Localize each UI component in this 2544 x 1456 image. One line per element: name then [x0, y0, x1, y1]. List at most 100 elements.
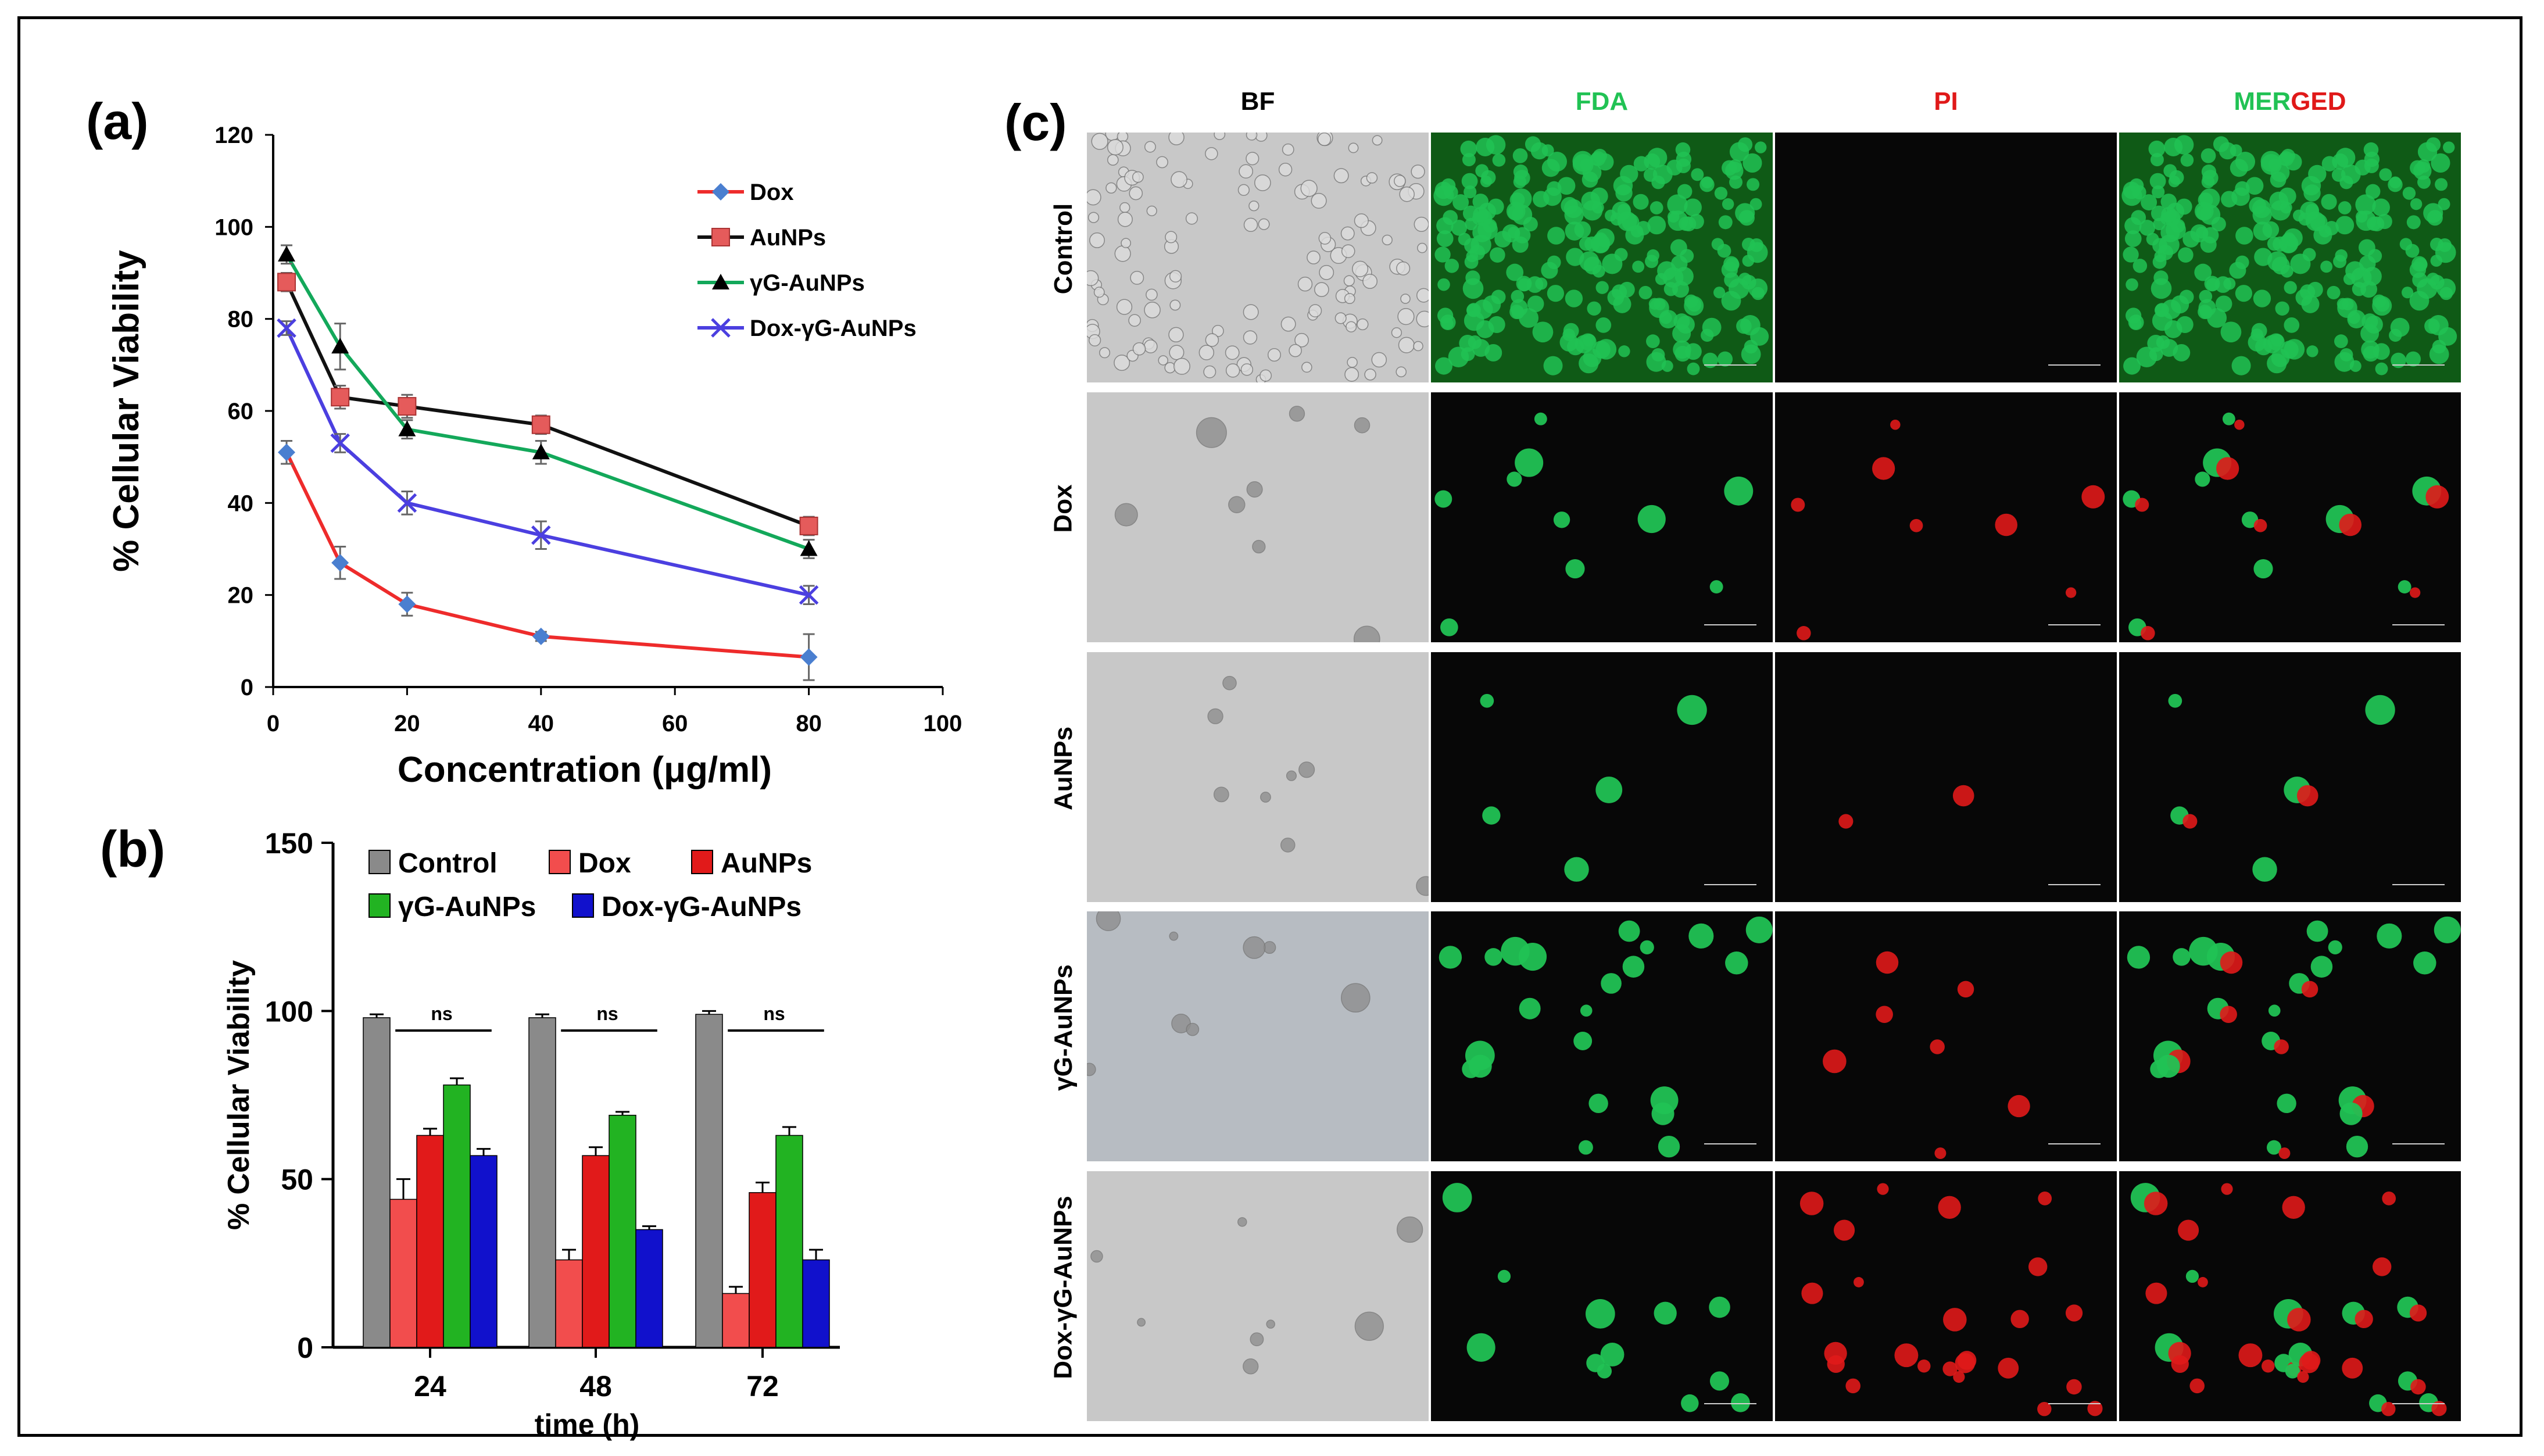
- green-cell: [2222, 412, 2235, 425]
- green-cell: [2290, 253, 2311, 274]
- red-cell: [2221, 1183, 2233, 1195]
- legend-label: Dox: [750, 180, 794, 205]
- red-cell: [1827, 1355, 1845, 1373]
- bf-cell: [1416, 876, 1429, 896]
- green-cell: [1655, 273, 1668, 285]
- bf-cell: [1416, 288, 1429, 303]
- red-cell: [1823, 1049, 1847, 1074]
- green-cell: [2388, 177, 2403, 192]
- bf-cell: [1143, 339, 1158, 353]
- bf-cell: [1243, 217, 1258, 232]
- micrograph-merged-dox-g-aunps: [2119, 1171, 2461, 1421]
- red-cell: [2381, 1401, 2396, 1416]
- bf-cell: [1391, 327, 1402, 338]
- green-cell: [1650, 201, 1663, 214]
- x-tick-label: 60: [662, 711, 688, 736]
- legend-label: Control: [398, 848, 498, 879]
- bar: [775, 1135, 803, 1348]
- green-cell: [1735, 203, 1755, 223]
- bf-cell: [1267, 348, 1282, 362]
- bf-cell: [1354, 1311, 1384, 1341]
- bar: [609, 1114, 636, 1348]
- green-cell: [2355, 194, 2376, 215]
- red-cell: [2238, 1343, 2263, 1368]
- green-cell: [2268, 1004, 2281, 1017]
- bf-cell: [1333, 168, 1349, 184]
- green-cell: [1729, 142, 1749, 162]
- green-cell: [2390, 317, 2410, 337]
- green-cell: [2179, 289, 2194, 305]
- green-cell: [1713, 287, 1726, 299]
- red-cell: [2409, 587, 2421, 598]
- green-cell: [1711, 238, 1724, 251]
- fluor-background: [1775, 133, 2117, 382]
- bf-cell: [1090, 1250, 1103, 1263]
- green-cell: [1482, 806, 1501, 825]
- bf-cell: [1347, 357, 1358, 368]
- red-cell: [2008, 1094, 2030, 1118]
- bf-cell: [1366, 172, 1378, 184]
- green-cell: [1497, 1269, 1511, 1283]
- column-header-fda: FDA: [1575, 87, 1629, 116]
- fluor-background: [2119, 911, 2461, 1161]
- green-cell: [1684, 198, 1702, 217]
- bar: [363, 1017, 391, 1348]
- bar: [802, 1259, 830, 1348]
- red-cell: [2342, 1357, 2363, 1379]
- data-point: [277, 318, 296, 338]
- green-cell: [2271, 334, 2284, 347]
- green-cell: [2333, 255, 2347, 269]
- bf-cell: [1416, 310, 1429, 328]
- green-cell: [1602, 253, 1623, 274]
- green-cell: [2434, 916, 2461, 943]
- red-cell: [2425, 485, 2449, 509]
- red-cell: [2220, 1006, 2237, 1024]
- green-cell: [2123, 246, 2139, 263]
- bf-cell: [1169, 345, 1185, 360]
- micrograph-image: [1087, 911, 1429, 1161]
- red-cell: [2135, 498, 2149, 512]
- bf-cell: [1239, 164, 1254, 179]
- bf-cell: [1246, 152, 1260, 166]
- red-cell: [2274, 1039, 2289, 1054]
- green-cell: [2341, 164, 2361, 184]
- green-cell: [1583, 256, 1602, 275]
- green-cell: [2334, 334, 2348, 348]
- red-cell: [2373, 1257, 2392, 1276]
- green-cell: [1749, 198, 1762, 210]
- ns-annotation: ns: [763, 1003, 785, 1024]
- green-cell: [1565, 221, 1584, 241]
- green-cell: [2230, 144, 2242, 157]
- green-cell: [1534, 412, 1547, 425]
- green-cell: [2171, 219, 2185, 233]
- green-cell: [1607, 289, 1625, 306]
- green-cell: [2124, 230, 2142, 247]
- green-cell: [2372, 296, 2392, 316]
- green-cell: [2435, 178, 2448, 191]
- red-cell: [1833, 1219, 1855, 1241]
- green-cell: [1600, 1343, 1625, 1366]
- green-cell: [2368, 249, 2382, 263]
- green-cell: [1676, 315, 1695, 334]
- green-cell: [2379, 168, 2392, 181]
- green-cell: [2230, 159, 2248, 177]
- green-cell: [2413, 162, 2432, 180]
- red-cell: [2038, 1192, 2052, 1205]
- fluor-background: [1775, 911, 2117, 1161]
- bar-group-48: ns: [528, 1003, 663, 1348]
- data-point: [397, 493, 417, 513]
- bf-cell: [1089, 232, 1105, 248]
- green-cell: [2235, 227, 2253, 245]
- bf-cell: [1396, 366, 1407, 378]
- green-cell: [2310, 956, 2333, 978]
- green-cell: [1717, 351, 1733, 367]
- bf-cell: [1186, 1022, 1200, 1036]
- red-cell: [2299, 1353, 2320, 1373]
- bf-cell: [1258, 218, 1270, 230]
- bf-background: [1087, 1171, 1429, 1421]
- micrograph-image: [2119, 911, 2461, 1161]
- green-cell: [1484, 948, 1502, 966]
- green-cell: [1480, 693, 1494, 708]
- bf-cell: [1237, 1217, 1247, 1227]
- green-cell: [1595, 777, 1623, 803]
